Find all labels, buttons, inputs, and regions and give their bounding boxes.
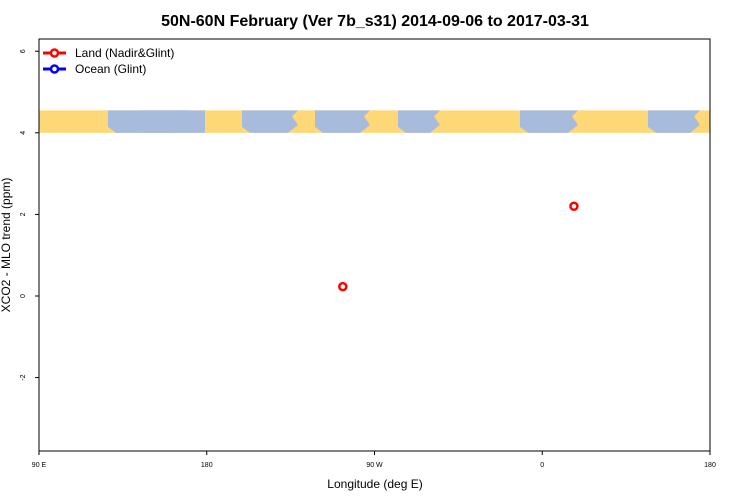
x-tick-label: 180 <box>704 462 716 469</box>
data-point-land <box>569 201 579 211</box>
y-tick-label: 6 <box>20 49 27 53</box>
legend-swatch-marker-land <box>49 48 60 58</box>
legend-item-ocean: Ocean (Glint) <box>43 62 146 76</box>
chart-title: 50N-60N February (Ver 7b_s31) 2014-09-06… <box>161 13 589 30</box>
x-tick-label: 0 <box>540 462 544 469</box>
plot-frame <box>38 38 711 452</box>
map-pacific-ocean-east <box>648 110 700 133</box>
map-siberia-seas <box>520 110 578 133</box>
data-point-land <box>338 281 348 292</box>
map-north-america-bay <box>242 110 298 133</box>
y-tick-label: 2 <box>20 212 27 216</box>
legend: Land (Nadir&Glint) Ocean (Glint) <box>43 46 174 76</box>
legend-swatch-marker-ocean <box>49 64 60 74</box>
data-points <box>338 201 579 292</box>
map-atlantic-ocean <box>315 110 370 133</box>
y-axis-label: XCO2 - MLO trend (ppm) <box>0 178 13 313</box>
x-tick-label: 180 <box>201 462 213 469</box>
x-tick-label: 90 E <box>32 462 47 469</box>
legend-label-land: Land (Nadir&Glint) <box>75 46 174 60</box>
y-tick-label: -2 <box>20 374 27 380</box>
map-european-seas <box>398 110 440 133</box>
y-tick-label: 0 <box>20 294 27 298</box>
map-ocean-aleutian <box>140 110 188 133</box>
y-axis: -2 0 2 4 6 <box>20 49 39 381</box>
legend-label-ocean: Ocean (Glint) <box>75 62 146 76</box>
legend-item-land: Land (Nadir&Glint) <box>43 46 174 60</box>
x-axis: 90 E 180 90 W 0 180 <box>32 451 716 469</box>
x-tick-label: 90 W <box>366 462 383 469</box>
y-tick-label: 4 <box>20 131 27 135</box>
world-map-strip <box>39 110 710 133</box>
x-axis-label: Longitude (deg E) <box>327 477 422 491</box>
